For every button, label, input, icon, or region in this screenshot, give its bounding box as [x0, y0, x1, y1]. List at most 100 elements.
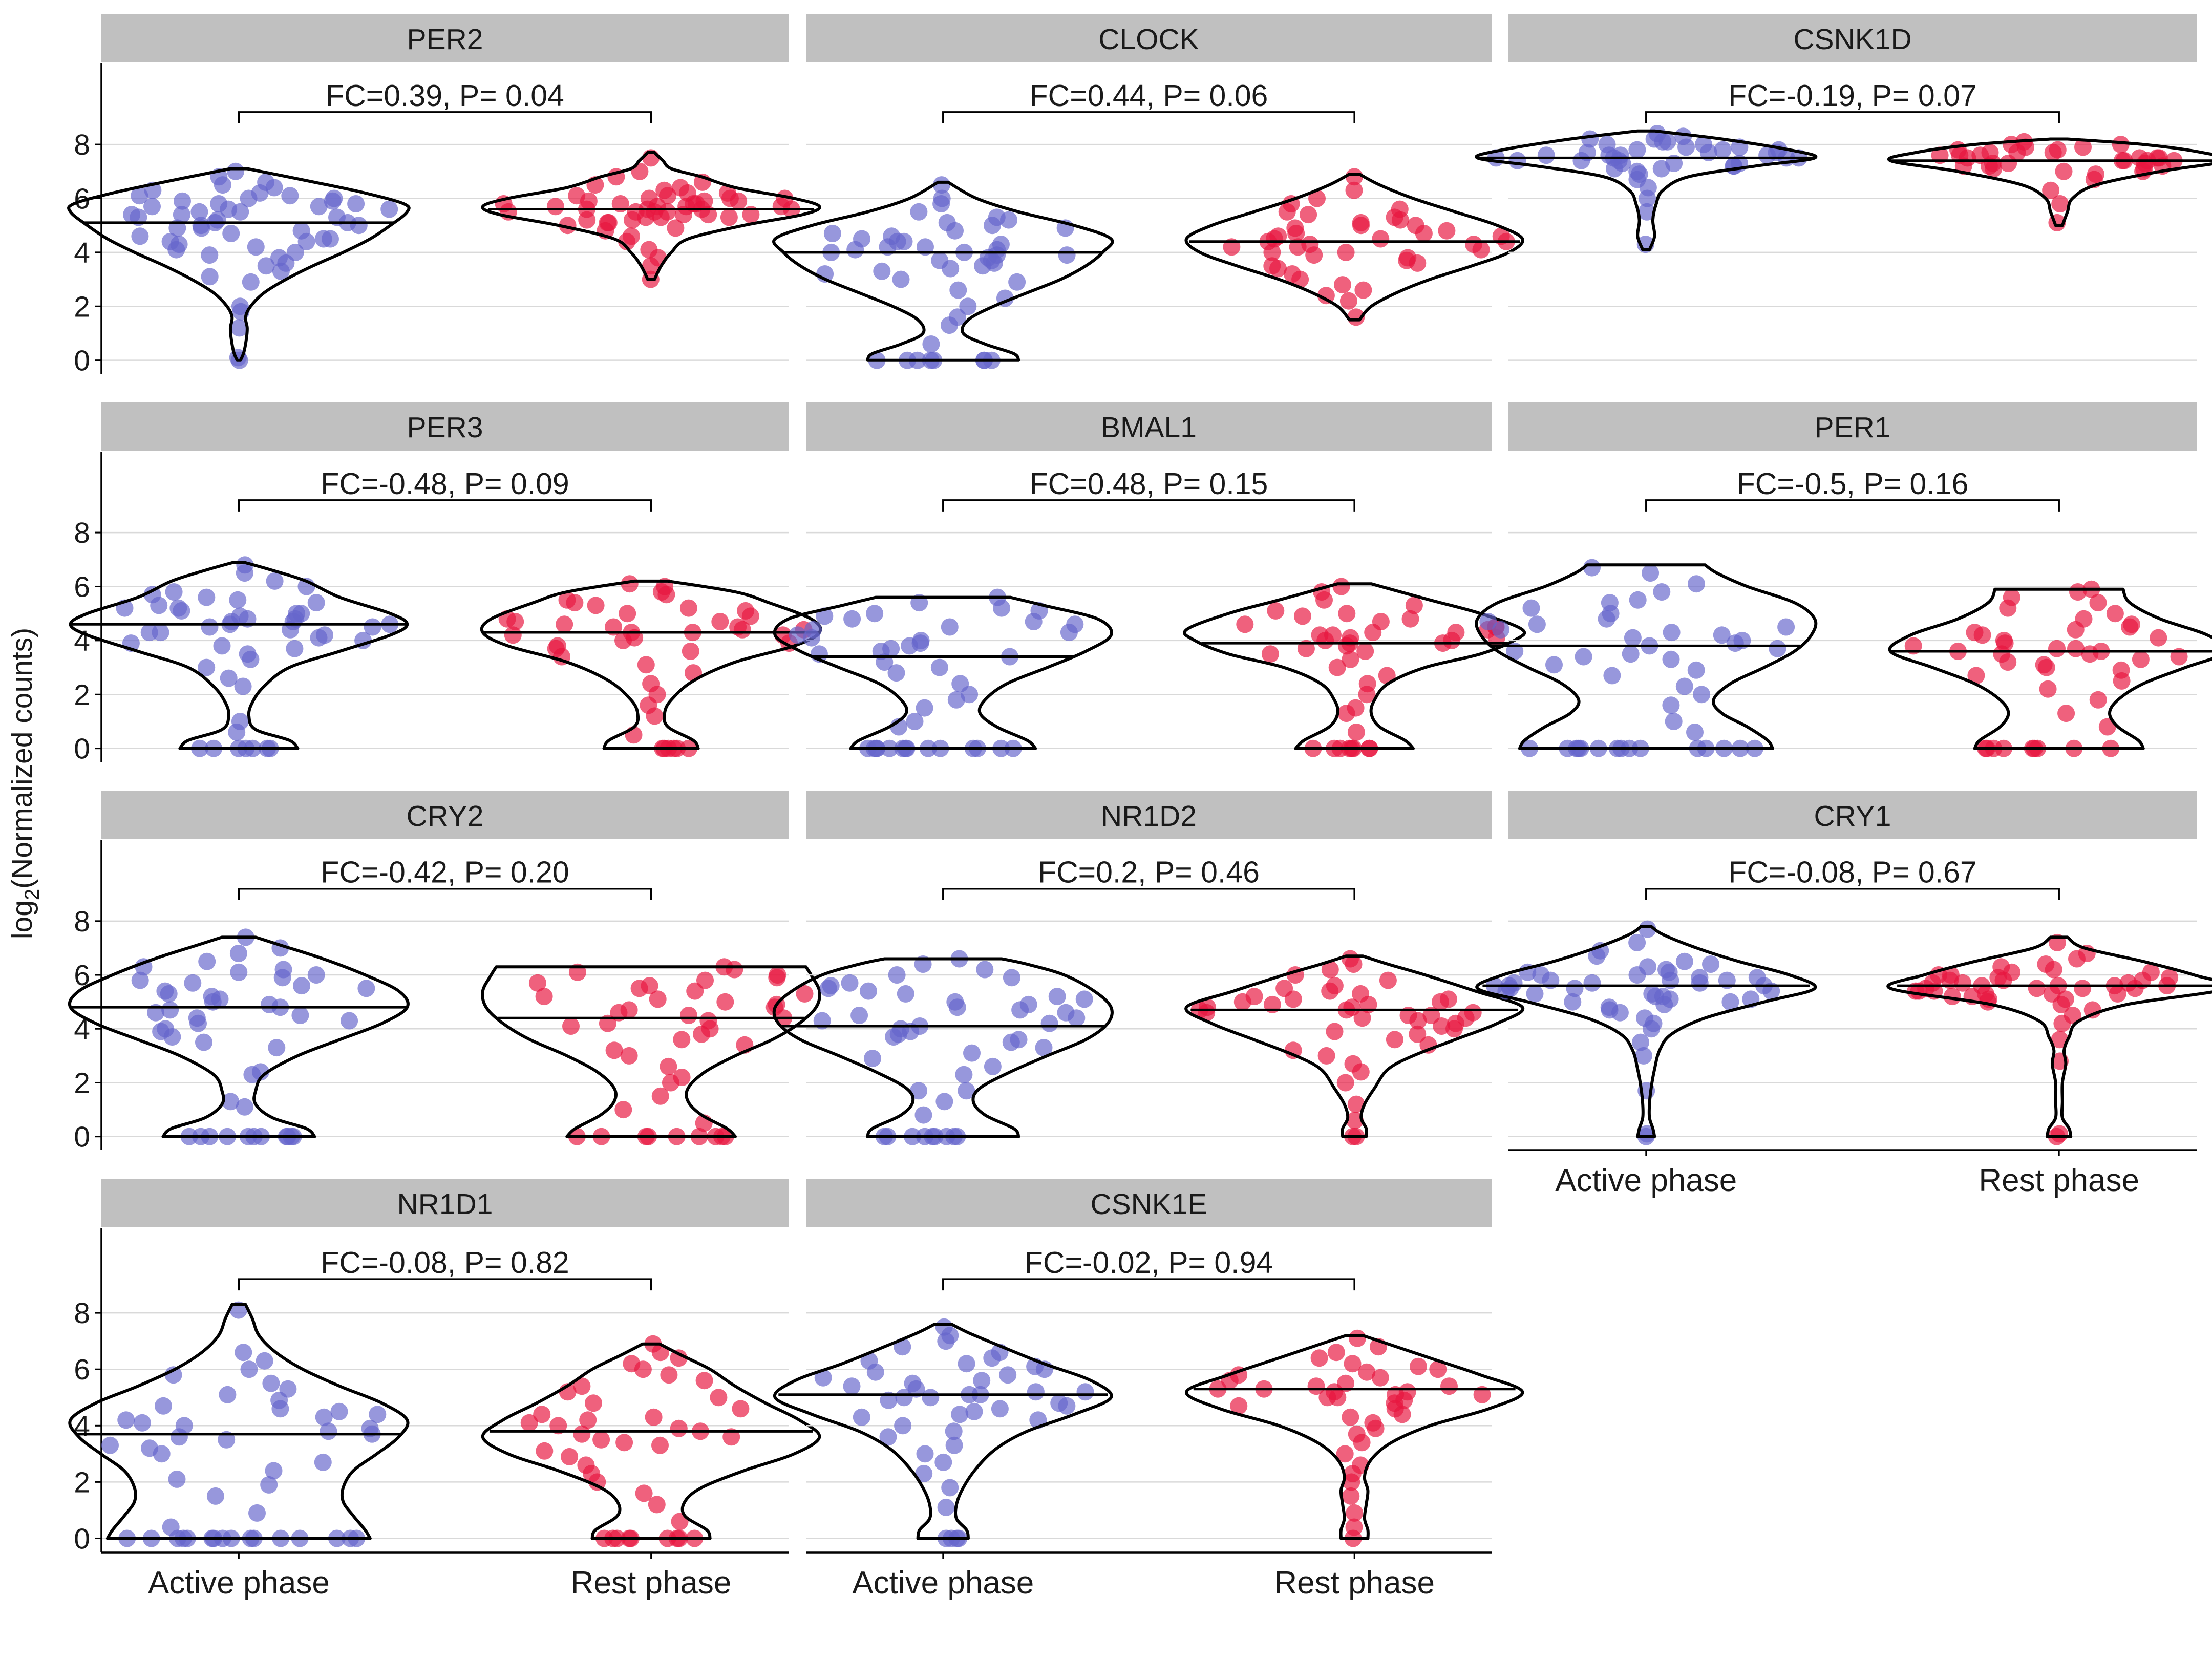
data-point: [364, 618, 381, 636]
y-tick-label: 4: [74, 237, 90, 269]
data-point: [946, 993, 964, 1011]
data-point: [231, 297, 249, 315]
stat-annotation: FC=-0.48, P= 0.09: [321, 467, 569, 501]
data-point: [165, 583, 183, 601]
data-point: [1346, 1112, 1364, 1130]
data-point: [1019, 995, 1037, 1013]
data-point: [620, 1001, 638, 1019]
data-point: [1777, 618, 1795, 636]
data-point: [133, 1414, 151, 1432]
data-point: [1665, 713, 1683, 730]
data-point: [999, 1366, 1017, 1384]
data-point: [562, 1017, 580, 1035]
data-point: [1675, 677, 1693, 695]
data-point: [227, 162, 245, 180]
data-point: [934, 1453, 952, 1471]
data-point: [973, 1372, 991, 1390]
data-point: [645, 1408, 663, 1426]
data-point: [1334, 276, 1351, 294]
data-point: [1310, 1349, 1328, 1367]
data-point: [1713, 626, 1731, 644]
data-point: [2055, 162, 2073, 180]
violin: [1887, 137, 2212, 227]
facet-strip: [101, 402, 789, 451]
data-point: [1688, 575, 1705, 593]
data-point: [915, 1464, 933, 1482]
data-point: [234, 677, 252, 695]
data-point: [850, 1007, 868, 1024]
data-point: [220, 669, 238, 687]
data-point: [314, 1453, 332, 1471]
stat-annotation: FC=0.48, P= 0.15: [1030, 467, 1268, 501]
data-point: [887, 664, 905, 682]
data-point: [140, 624, 158, 642]
significance-bracket: [942, 499, 1355, 512]
data-point: [2049, 141, 2067, 159]
data-point: [1603, 667, 1621, 685]
facet-panel-csnk1d: CSNK1D FC=-0.19, P= 0.07: [1475, 14, 2212, 361]
violin: [1888, 587, 2212, 750]
data-point: [1464, 1004, 1482, 1022]
data-point: [260, 1476, 278, 1494]
data-point: [188, 1009, 206, 1027]
x-tick-label: Rest phase: [571, 1565, 732, 1601]
data-point: [292, 605, 310, 623]
facet-panel-cry1: CRY1 Active phase Rest phase FC=-0.08, P= 0…: [1475, 791, 2212, 1198]
violin: [67, 167, 411, 362]
data-point: [822, 977, 840, 995]
data-point: [1675, 952, 1693, 970]
data-point: [2150, 629, 2167, 647]
data-point: [231, 607, 249, 625]
data-point: [201, 246, 219, 264]
data-point: [291, 1007, 309, 1024]
facet-strip: [101, 791, 789, 839]
data-point: [1230, 1397, 1248, 1415]
data-point: [162, 1518, 180, 1536]
data-point: [310, 198, 328, 216]
data-point: [941, 1479, 959, 1497]
data-point: [945, 1436, 963, 1454]
stat-annotation: FC=-0.42, P= 0.20: [321, 856, 569, 889]
data-point: [804, 621, 822, 639]
data-point: [361, 1419, 379, 1437]
significance-bracket: [1645, 111, 2060, 123]
data-point: [958, 1082, 975, 1100]
data-point: [1348, 1329, 1366, 1347]
data-point: [1714, 141, 1732, 159]
y-tick-label: 2: [74, 678, 90, 711]
data-point: [561, 1448, 579, 1465]
data-point: [156, 982, 174, 1000]
data-point: [695, 1372, 713, 1390]
data-point: [1337, 1374, 1354, 1392]
data-point: [1628, 141, 1646, 159]
data-point: [592, 1431, 610, 1449]
violin: [1886, 935, 2212, 1138]
data-point: [864, 1050, 881, 1068]
y-tick-label: 2: [74, 1466, 90, 1499]
data-point: [1479, 613, 1497, 630]
data-point: [1528, 615, 1546, 633]
data-point: [1581, 130, 1599, 148]
data-point: [2067, 640, 2085, 657]
data-point: [853, 1408, 870, 1426]
data-point: [1639, 958, 1656, 976]
data-point: [1324, 626, 1342, 644]
stat-annotation: FC=0.2, P= 0.46: [1038, 856, 1260, 889]
data-point: [198, 658, 216, 676]
y-tick-label: 0: [74, 1522, 90, 1555]
data-point: [1198, 998, 1216, 1016]
data-point: [1492, 621, 1509, 639]
data-point: [1662, 650, 1680, 668]
data-point: [1344, 1055, 1362, 1073]
data-point: [2142, 963, 2160, 981]
data-point: [585, 1394, 602, 1412]
data-point: [2119, 974, 2137, 992]
data-point: [369, 1406, 387, 1423]
data-point: [1263, 257, 1281, 275]
data-point: [558, 591, 576, 609]
stat-annotation: FC=0.39, P= 0.04: [326, 79, 564, 113]
data-point: [219, 1386, 237, 1403]
data-point: [1407, 217, 1424, 235]
y-tick-label: 0: [74, 733, 90, 765]
